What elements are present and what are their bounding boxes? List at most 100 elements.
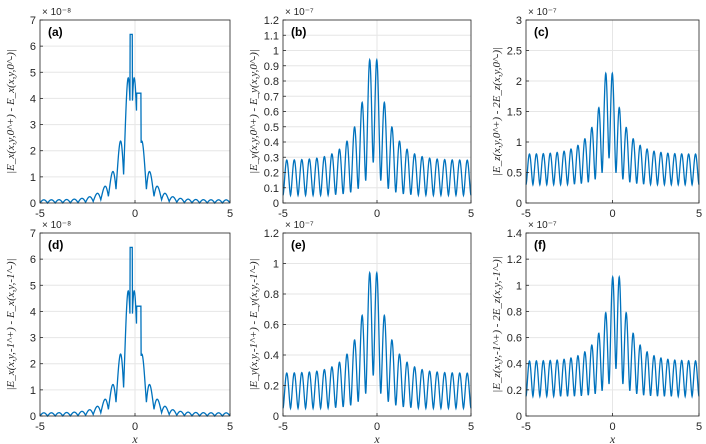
y-tick-label: 0.2 <box>507 385 522 397</box>
y-tick-label: 0 <box>516 198 522 210</box>
x-tick-label: 5 <box>468 208 474 220</box>
y-tick-label: 0.4 <box>507 359 522 371</box>
y-tick-label: 3 <box>30 120 36 132</box>
panel-2: 00.511.522.53-5 0 5× 10⁻⁷(c)|E_z(x,y,0^+) … <box>491 7 702 220</box>
y-tick-label: 0 <box>516 411 522 423</box>
y-axis-label: |E_y(x,y,-1^+) - E_y(x,y,-1^-)| <box>248 258 260 390</box>
panel-4: 00.20.40.60.811.2-5 0 5× 10⁻⁷(e)|E_y(x,y,-… <box>248 220 474 444</box>
panel-5: 00.20.40.60.811.21.4-5 0 5× 10⁻⁷(f)|E_z(x,… <box>491 220 702 444</box>
y-tick-label: 1 <box>516 137 522 149</box>
series-line <box>282 270 472 411</box>
y-tick-label: 0.8 <box>264 289 279 301</box>
x-axis-label: x <box>609 432 616 444</box>
y-tick-label: 1.2 <box>507 254 522 266</box>
y-tick-label: 0.8 <box>507 306 522 318</box>
y-tick-label: 1.4 <box>507 228 522 240</box>
y-tick-label: 1.2 <box>264 15 279 27</box>
y-tick-label: 2 <box>30 359 36 371</box>
y-tick-label: 0 <box>273 411 279 423</box>
panel-label: (d) <box>48 238 63 252</box>
axis-exponent: × 10⁻⁸ <box>42 7 71 18</box>
y-tick-label: 0.9 <box>264 61 279 73</box>
x-tick-label: 5 <box>696 208 702 220</box>
y-tick-label: 2 <box>30 146 36 158</box>
series-line <box>525 274 700 399</box>
y-axis-label: |E_z(x,y,0^+) - 2E_z(x,y,0^-)| <box>491 47 503 176</box>
y-tick-label: 0.5 <box>264 122 279 134</box>
panel-label: (c) <box>534 25 549 39</box>
y-tick-label: 6 <box>30 41 36 53</box>
axis-exponent: × 10⁻⁷ <box>528 7 557 18</box>
x-tick-label: 0 <box>609 208 615 220</box>
panel-label: (a) <box>48 25 63 39</box>
x-tick-label: 5 <box>227 421 233 433</box>
x-tick-label: 0 <box>374 421 380 433</box>
panel-1: 00.10.20.30.40.50.60.70.80.911.11.2-5 0 5×… <box>248 7 474 220</box>
series-line <box>525 71 700 187</box>
y-tick-label: 0.7 <box>264 91 279 103</box>
x-tick-label: 0 <box>374 208 380 220</box>
y-tick-label: 1 <box>516 280 522 292</box>
y-tick-label: 1 <box>273 46 279 58</box>
axis-exponent: × 10⁻⁷ <box>285 220 314 231</box>
panel-label: (f) <box>534 238 546 252</box>
y-tick-label: 0.6 <box>264 320 279 332</box>
y-tick-label: 3 <box>516 15 522 27</box>
series-line <box>39 246 231 418</box>
y-tick-label: 4 <box>30 306 36 318</box>
axis-exponent: × 10⁻⁷ <box>528 220 557 231</box>
y-tick-label: 7 <box>30 228 36 240</box>
x-tick-label: 5 <box>696 421 702 433</box>
x-axis-label: x <box>373 432 380 444</box>
y-tick-label: 0.1 <box>264 183 279 195</box>
y-axis-label: |E_x(x,y,0^+) - E_x(x,y,0^-)| <box>5 49 17 174</box>
y-tick-label: 0.5 <box>507 168 522 180</box>
y-tick-label: 0 <box>273 198 279 210</box>
panel-label: (b) <box>291 25 306 39</box>
y-tick-label: 0.4 <box>264 350 279 362</box>
x-tick-label: -5 <box>521 208 531 220</box>
y-tick-label: 0 <box>30 411 36 423</box>
y-axis-label: |E_x(x,y,-1^+) - E_x(x,y,-1^-)| <box>5 258 17 390</box>
series-line <box>39 33 231 205</box>
y-tick-label: 5 <box>30 67 36 79</box>
axis-exponent: × 10⁻⁸ <box>42 220 71 231</box>
y-tick-label: 3 <box>30 333 36 345</box>
y-tick-label: 0.2 <box>264 381 279 393</box>
x-tick-label: 0 <box>132 208 138 220</box>
y-tick-label: 1.1 <box>264 30 279 42</box>
y-axis-label: |E_y(x,y,0^+) - E_y(x,y,0^-)| <box>248 49 260 174</box>
y-tick-label: 0.3 <box>264 152 279 164</box>
y-tick-label: 1 <box>30 385 36 397</box>
y-tick-label: 0.2 <box>264 168 279 180</box>
y-tick-label: 1.5 <box>507 107 522 119</box>
y-tick-label: 2.5 <box>507 46 522 58</box>
x-tick-label: -5 <box>35 421 45 433</box>
y-tick-label: 7 <box>30 15 36 27</box>
y-tick-label: 1.2 <box>264 228 279 240</box>
y-tick-label: 0.6 <box>264 107 279 119</box>
panel-label: (e) <box>291 238 306 252</box>
y-tick-label: 0.6 <box>507 333 522 345</box>
axis-exponent: × 10⁻⁷ <box>285 7 314 18</box>
y-tick-label: 0 <box>30 198 36 210</box>
x-tick-label: 5 <box>227 208 233 220</box>
x-tick-label: 5 <box>468 421 474 433</box>
x-axis-label: x <box>131 432 138 444</box>
y-axis-label: |E_z(x,y,-1^+) - 2E_z(x,y,-1^-)| <box>491 256 503 392</box>
series-line <box>282 57 472 198</box>
x-tick-label: -5 <box>278 208 288 220</box>
x-tick-label: -5 <box>35 208 45 220</box>
y-tick-label: 0.8 <box>264 76 279 88</box>
y-tick-label: 6 <box>30 254 36 266</box>
y-tick-label: 0.4 <box>264 137 279 149</box>
x-tick-label: -5 <box>521 421 531 433</box>
y-tick-label: 2 <box>516 76 522 88</box>
y-tick-label: 1 <box>30 172 36 184</box>
y-tick-label: 5 <box>30 280 36 292</box>
x-tick-label: 0 <box>132 421 138 433</box>
y-tick-label: 1 <box>273 259 279 271</box>
